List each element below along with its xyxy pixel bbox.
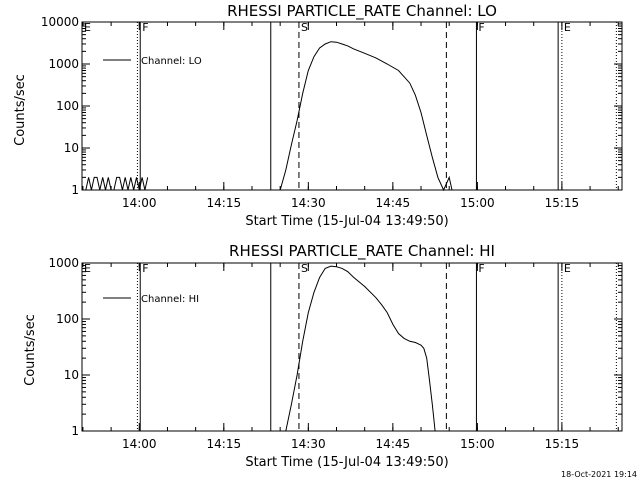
x-tick-label: 15:15	[545, 196, 580, 210]
x-tick-label: 14:00	[122, 437, 157, 451]
flag-label: F	[478, 21, 484, 34]
flag-label: F	[478, 262, 484, 275]
render-timestamp: 18-Oct-2021 19:14	[561, 470, 637, 479]
series-line-lo	[85, 41, 453, 192]
y-tick-label: 10000	[41, 15, 79, 29]
y-tick-label: 10	[64, 368, 79, 382]
x-tick-label: 14:15	[207, 196, 242, 210]
flag-label: E	[564, 262, 571, 275]
legend-label: Channel: HI	[141, 294, 199, 305]
x-tick-label: 15:00	[460, 437, 495, 451]
x-tick-labels: 14:00 14:15 14:30 14:45 15:00 15:15	[122, 437, 579, 451]
x-tick-label: 15:00	[460, 196, 495, 210]
y-tick-labels: 1 10 100 1000 10000	[41, 15, 79, 197]
panel-lo: RHESSI PARTICLE_RATE Channel: LO E F S F E 1…	[13, 2, 623, 229]
plot-frame	[81, 21, 623, 191]
y-axis-label: Counts/sec	[23, 314, 38, 386]
flag-label: E	[84, 262, 91, 275]
flag-lines	[81, 263, 617, 431]
chart-title: RHESSI PARTICLE_RATE Channel: HI	[229, 242, 495, 261]
y-axis-label: Counts/sec	[13, 74, 28, 146]
y-tick-label: 10	[64, 141, 79, 155]
x-tick-label: 14:15	[207, 437, 242, 451]
y-tick-label: 100	[56, 312, 79, 326]
axis-ticks	[82, 21, 622, 191]
flag-label: F	[142, 21, 148, 34]
panel-hi: RHESSI PARTICLE_RATE Channel: HI E F S F E 1…	[23, 242, 623, 470]
y-tick-label: 1000	[48, 256, 79, 270]
plot-frame	[81, 262, 623, 432]
x-tick-label: 14:45	[376, 437, 411, 451]
legend-label: Channel: LO	[141, 56, 202, 67]
y-tick-label: 1	[71, 183, 79, 197]
x-axis-label: Start Time (15-Jul-04 13:49:50)	[245, 214, 448, 229]
x-tick-label: 14:30	[291, 437, 326, 451]
x-tick-labels: 14:00 14:15 14:30 14:45 15:00 15:15	[122, 196, 579, 210]
y-tick-label: 100	[56, 99, 79, 113]
chart-title: RHESSI PARTICLE_RATE Channel: LO	[227, 2, 497, 21]
x-tick-label: 14:30	[291, 196, 326, 210]
flag-label: F	[142, 262, 148, 275]
flag-lines	[81, 22, 617, 190]
flag-label: S	[301, 262, 308, 275]
y-tick-label: 1000	[48, 57, 79, 71]
y-tick-labels: 1 10 100 1000	[48, 256, 79, 438]
y-tick-label: 1	[71, 424, 79, 438]
x-tick-label: 14:00	[122, 196, 157, 210]
series-line-hi	[285, 265, 436, 432]
axis-ticks	[82, 262, 622, 432]
x-axis-label: Start Time (15-Jul-04 13:49:50)	[245, 455, 448, 470]
x-tick-label: 14:45	[376, 196, 411, 210]
flag-label: E	[84, 21, 91, 34]
x-tick-label: 15:15	[545, 437, 580, 451]
flag-label: S	[301, 21, 308, 34]
flag-label: E	[564, 21, 571, 34]
